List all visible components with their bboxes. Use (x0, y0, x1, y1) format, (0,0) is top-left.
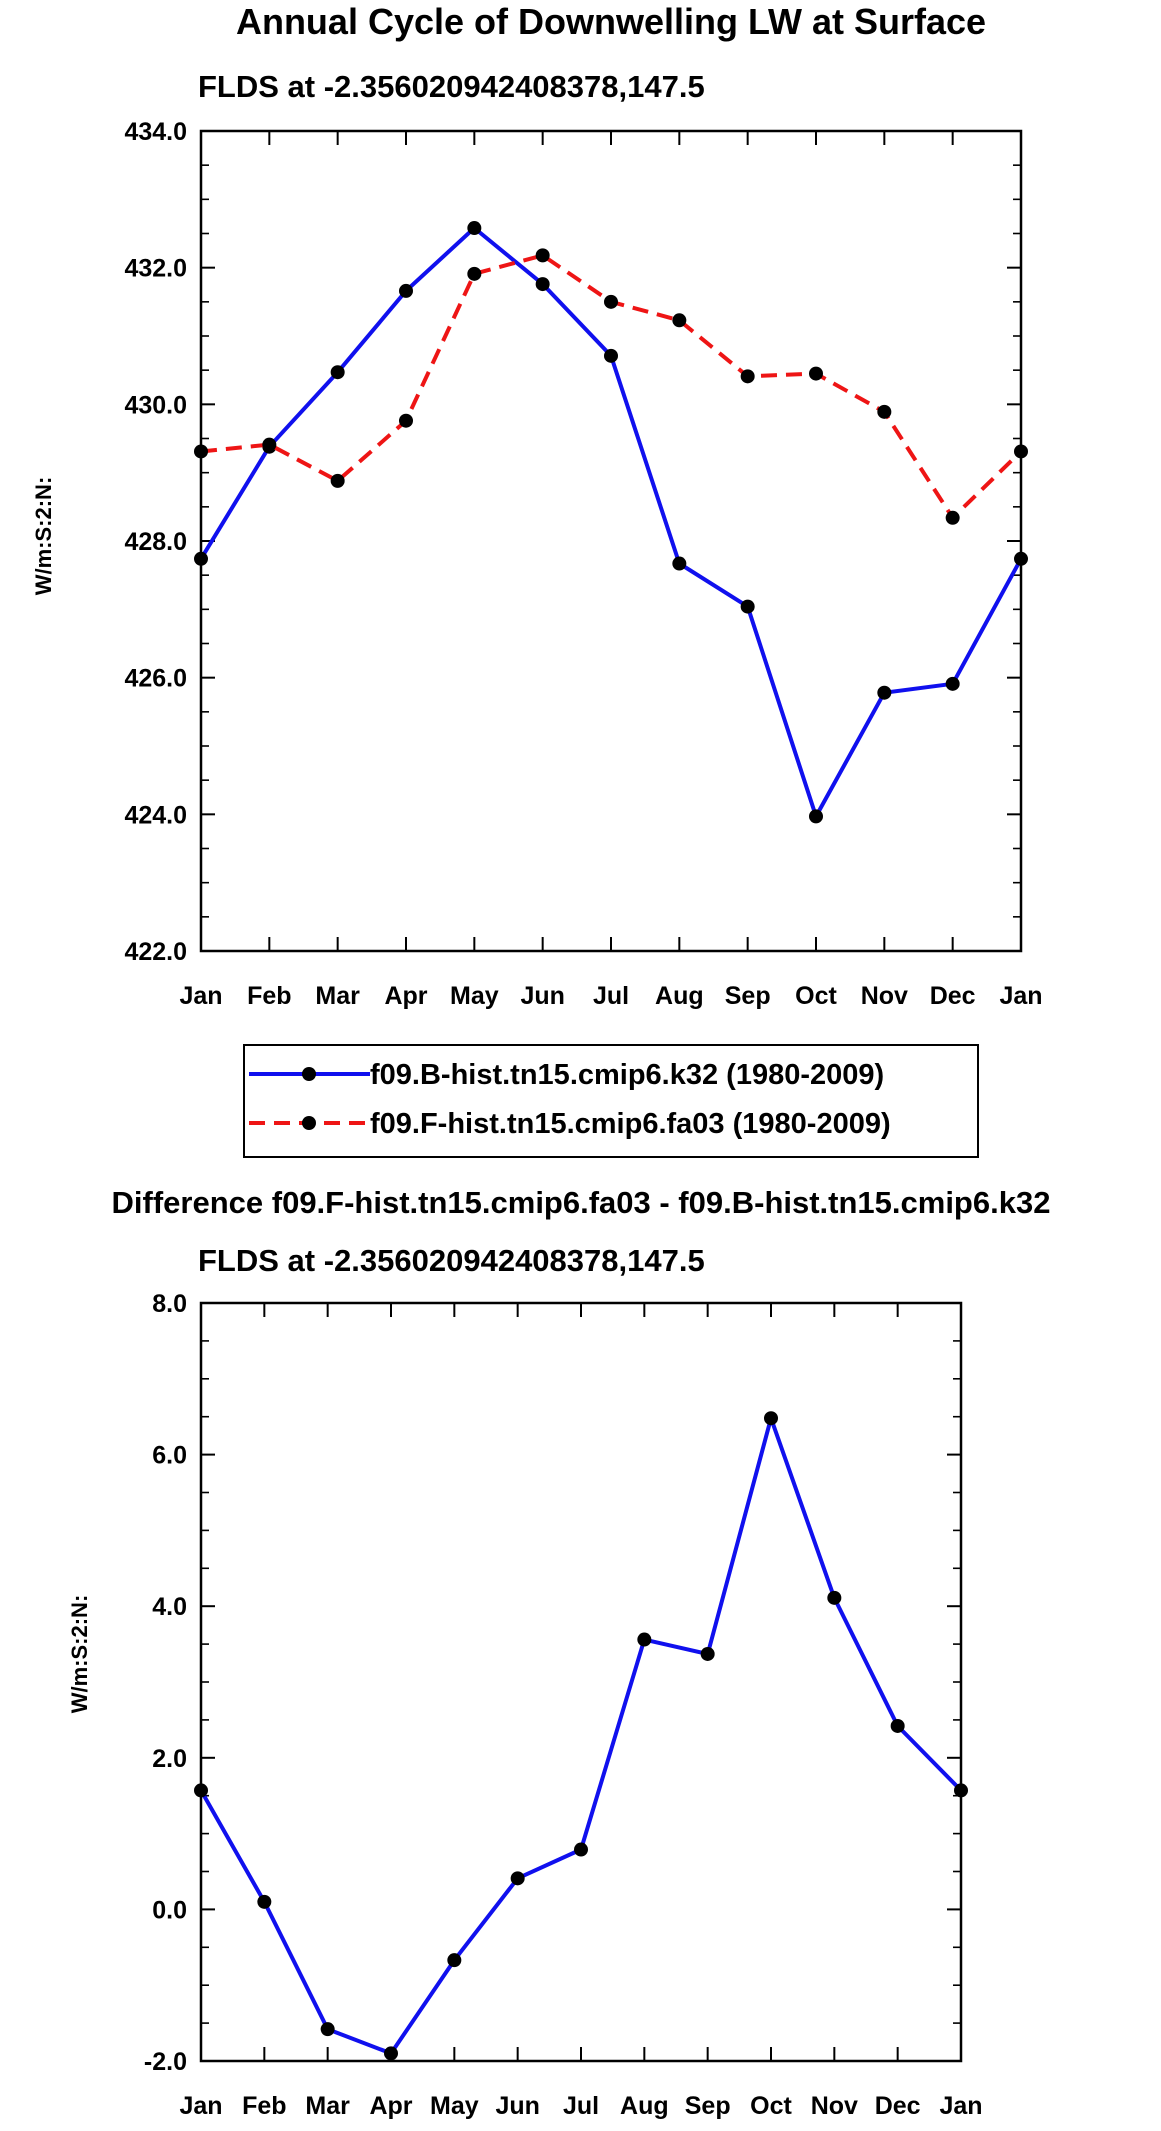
top-chart-xtick-label: Mar (315, 982, 360, 1010)
bottom-chart-ytick-label: 0.0 (152, 1896, 187, 1924)
top-chart-title: Annual Cycle of Downwelling LW at Surfac… (236, 1, 986, 42)
bottom-chart-series-1-point (700, 1646, 715, 1661)
bottom-chart-xtick-label: Jun (495, 2092, 539, 2120)
top-chart-ytick-label: 424.0 (124, 801, 187, 829)
bottom-chart-xtick-label: Oct (750, 2092, 792, 2120)
bottom-chart-xtick-label: Mar (305, 2092, 350, 2120)
top-chart-series-1-point (535, 277, 550, 292)
bottom-chart-frame (199, 1301, 963, 2063)
bottom-chart-series-1-point (257, 1894, 272, 1909)
bottom-chart-ytick-label: 2.0 (152, 1745, 187, 1773)
top-chart-series-2-point (330, 473, 345, 488)
top-chart-series-1-point (945, 676, 960, 691)
top-chart-series-2-point (1014, 444, 1028, 459)
top-chart-series-2-point (262, 437, 277, 452)
top-chart-series-2-point (194, 444, 208, 459)
bottom-chart-subtitle: FLDS at -2.356020942408378,147.5 (198, 1243, 705, 1278)
top-chart-series-2-point (809, 366, 823, 381)
top-chart-xtick-label: Oct (795, 982, 837, 1010)
top-chart-ytick-label: 426.0 (124, 665, 187, 693)
top-chart-series-1-line (199, 226, 1023, 819)
legend-box (243, 1044, 979, 1158)
top-chart-series-2-point (467, 266, 482, 281)
bottom-chart-xtick-label: May (430, 2092, 479, 2120)
top-chart-subtitle: FLDS at -2.356020942408378,147.5 (198, 69, 705, 104)
top-chart-series-1-point (194, 551, 208, 566)
top-chart-series-1-point (399, 283, 413, 298)
bottom-chart-series-1-line (199, 1416, 963, 2056)
bottom-chart-xtick-label: Nov (811, 2092, 858, 2120)
bottom-chart-title: Difference f09.F-hist.tn15.cmip6.fa03 - … (112, 1185, 1051, 1220)
bottom-chart-xtick-label: Aug (620, 2092, 669, 2120)
top-chart-xtick-label: Nov (861, 982, 908, 1010)
top-chart-xtick-label: Aug (655, 982, 704, 1010)
top-chart-ytick-label: 432.0 (124, 255, 187, 283)
top-chart-xtick-label: Jan (179, 982, 222, 1010)
bottom-chart-ylabel: W/m:S:2:N: (67, 1595, 92, 1714)
bottom-chart-xtick-label: Feb (242, 2092, 286, 2120)
bottom-chart-xtick-label: Jan (179, 2092, 222, 2120)
top-chart-series-2-point (877, 404, 892, 419)
bottom-chart-ytick-label: 4.0 (152, 1593, 187, 1621)
bottom-chart-series-1-point (827, 1590, 842, 1605)
legend-label-series-2: f09.F-hist.tn15.cmip6.fa03 (1980-2009) (370, 1108, 891, 1140)
bottom-chart-series-1-point (574, 1842, 588, 1857)
legend-label-series-1: f09.B-hist.tn15.cmip6.k32 (1980-2009) (370, 1059, 884, 1091)
top-chart-series-1-point (809, 809, 823, 824)
legend-marker-series-1 (302, 1067, 316, 1081)
bottom-chart-series-1-point (954, 1783, 968, 1798)
bottom-plot-area: Jan Feb Mar Apr May Jun Jul Aug Sep Oct Nov Dec Jan -… (144, 1290, 983, 2120)
top-chart-xtick-label: Jul (593, 982, 629, 1010)
top-chart-xtick-label: Sep (725, 982, 771, 1010)
top-chart-series-2-point (945, 510, 960, 525)
top-chart-xtick-label: Jan (999, 982, 1042, 1010)
legend-marker-series-2 (302, 1116, 316, 1130)
bottom-chart-ytick-label: 8.0 (152, 1290, 187, 1318)
top-chart-series-1-point (740, 599, 755, 614)
bottom-chart-series-1-point (320, 2022, 335, 2037)
top-chart-frame (199, 129, 1023, 953)
top-chart-series-1-point (467, 221, 482, 236)
top-chart-series-1-point (1014, 551, 1028, 566)
bottom-chart-xtick-label: Jul (563, 2092, 599, 2120)
top-chart-xtick-label: May (450, 982, 499, 1010)
bottom-chart-series-1-point (764, 1411, 778, 1426)
top-chart-ytick-label: 422.0 (124, 938, 187, 966)
top-chart-series-1-point (672, 556, 687, 571)
top-chart-ylabel: W/m:S:2:N: (31, 477, 56, 596)
legend: f09.B-hist.tn15.cmip6.k32 (1980-2009) f0… (243, 1044, 979, 1158)
top-chart-series-2-point (399, 413, 413, 428)
top-chart-xtick-label: Dec (930, 982, 976, 1010)
top-chart-ytick-label: 428.0 (124, 528, 187, 556)
top-plot-area: Jan Feb Mar Apr May Jun Jul Aug Sep Oct Nov Dec Jan 4… (124, 118, 1042, 1010)
bottom-chart-xtick-label: Sep (685, 2092, 731, 2120)
bottom-chart-ytick-label: -2.0 (144, 2048, 187, 2076)
bottom-chart-series-1-point (384, 2046, 398, 2061)
bottom-chart-series-1-point (447, 1953, 462, 1968)
top-chart-ytick-label: 430.0 (124, 391, 187, 419)
bottom-chart-series-1-point (637, 1632, 652, 1647)
top-chart-series-1-point (877, 685, 892, 700)
top-chart-series-1-point (604, 348, 618, 363)
top-chart-series-2-point (672, 313, 687, 328)
top-chart-ytick-label: 434.0 (124, 118, 187, 146)
bottom-chart-xtick-label: Apr (369, 2092, 412, 2120)
top-chart-series-2-point (535, 248, 550, 263)
top-chart-series-2-point (604, 294, 618, 309)
bottom-chart-series-1-point (194, 1783, 208, 1798)
top-chart-series-2-point (740, 369, 755, 384)
top-chart-xtick-label: Apr (384, 982, 427, 1010)
top-chart-xtick-label: Jun (520, 982, 564, 1010)
bottom-chart-series-1-point (890, 1718, 905, 1733)
bottom-chart-xtick-label: Jan (939, 2092, 982, 2120)
bottom-chart-ytick-label: 6.0 (152, 1442, 187, 1470)
bottom-chart-series-1-point (510, 1871, 525, 1886)
top-chart-xtick-label: Feb (247, 982, 291, 1010)
bottom-chart-xtick-label: Dec (875, 2092, 921, 2120)
top-chart-series-1-point (330, 365, 345, 380)
